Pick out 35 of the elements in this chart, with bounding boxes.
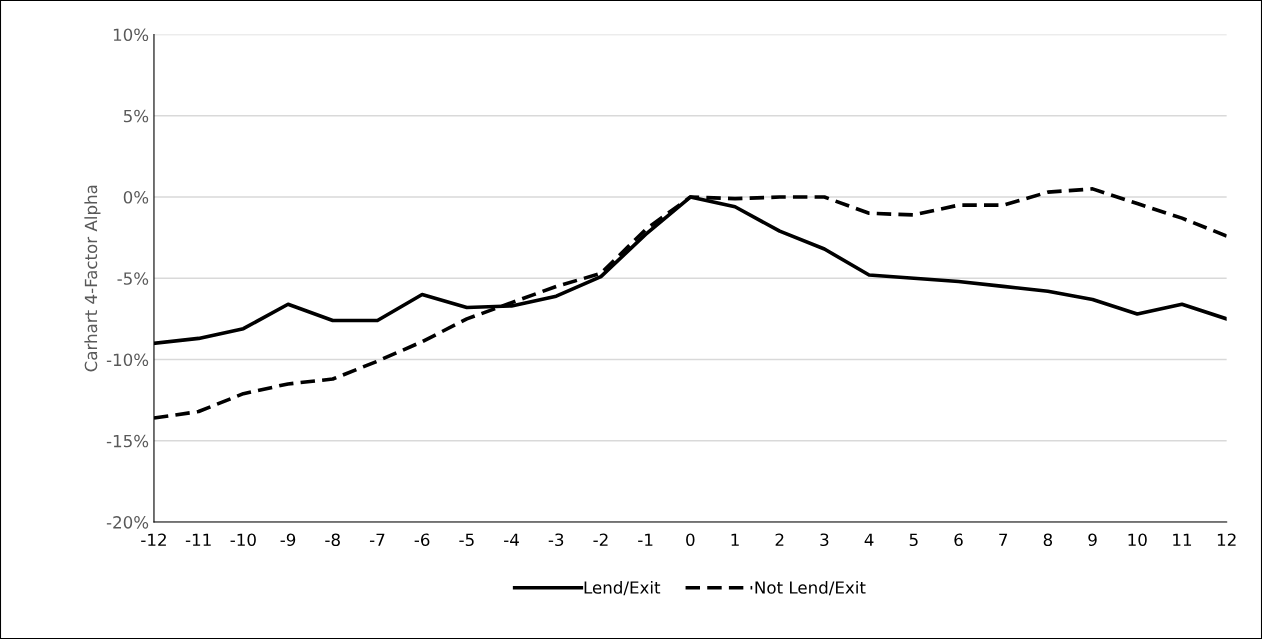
y-tick-label: -20%: [106, 516, 149, 529]
x-tick-label: 12: [1217, 533, 1236, 546]
x-tick-label: -12: [141, 533, 166, 546]
x-tick-label: -2: [593, 533, 608, 546]
x-tick-label: -8: [325, 533, 340, 547]
x-tick-label: 11: [1173, 533, 1192, 546]
y-axis-title: Carhart 4-Factor Alpha: [84, 185, 101, 372]
x-tick-label: -1: [638, 533, 653, 546]
x-tick-label: -6: [414, 533, 430, 547]
x-tick-label: -3: [548, 533, 564, 547]
x-tick-label: -7: [369, 533, 385, 546]
x-tick-label: 5: [909, 533, 918, 547]
x-tick-label: -9: [280, 533, 296, 547]
x-tick-label: 6: [954, 533, 963, 547]
x-tick-label: -11: [185, 533, 211, 546]
y-tick-label: 5%: [123, 109, 149, 123]
x-tick-label: 4: [864, 533, 874, 546]
y-tick-label: 10%: [113, 28, 149, 42]
x-tick-label: 10: [1128, 533, 1147, 547]
x-tick-label: 3: [820, 533, 829, 547]
x-tick-label: 9: [1088, 533, 1097, 547]
x-tick-label: 7: [999, 533, 1008, 546]
x-tick-label: 1: [731, 533, 739, 546]
y-tick-label: -5%: [117, 272, 149, 285]
legend-label: Not Lend/Exit: [755, 580, 866, 596]
x-tick-label: 8: [1043, 533, 1053, 547]
x-tick-label: -5: [459, 533, 474, 547]
x-tick-label: -10: [230, 533, 256, 547]
y-tick-label: -15%: [106, 434, 149, 448]
x-tick-label: 0: [686, 533, 695, 547]
y-tick-label: 0%: [123, 190, 149, 204]
x-tick-label: -4: [504, 533, 519, 546]
legend-label: Lend/Exit: [584, 580, 661, 596]
y-tick-label: -10%: [106, 353, 149, 367]
x-tick-label: 2: [775, 533, 784, 546]
